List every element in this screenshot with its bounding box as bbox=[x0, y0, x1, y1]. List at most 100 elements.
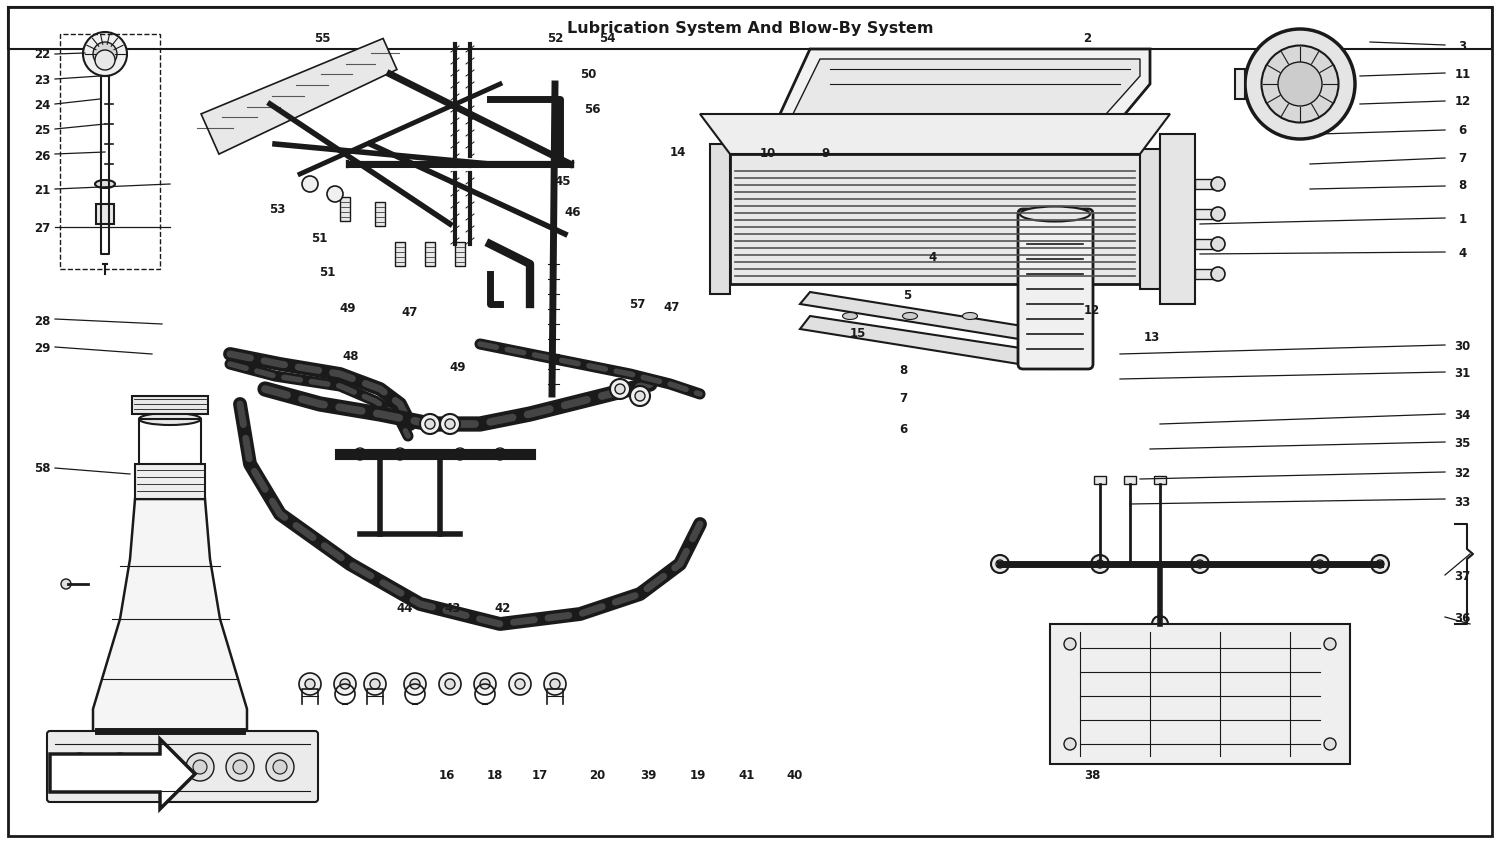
Text: 32: 32 bbox=[1455, 466, 1470, 479]
Text: 56: 56 bbox=[584, 103, 600, 116]
Polygon shape bbox=[800, 293, 1060, 344]
Text: 26: 26 bbox=[34, 149, 50, 163]
Circle shape bbox=[996, 560, 1004, 568]
Text: 18: 18 bbox=[488, 768, 502, 782]
Bar bbox=[375, 203, 386, 227]
Circle shape bbox=[1376, 560, 1384, 568]
Bar bbox=[1196, 270, 1215, 279]
Text: 7: 7 bbox=[1458, 152, 1467, 165]
Circle shape bbox=[62, 579, 70, 589]
Text: 35: 35 bbox=[1455, 436, 1470, 450]
Text: 12: 12 bbox=[1455, 95, 1470, 108]
Bar bbox=[340, 197, 350, 222]
Circle shape bbox=[327, 187, 344, 203]
Text: 38: 38 bbox=[1084, 768, 1100, 782]
Circle shape bbox=[354, 448, 366, 461]
Circle shape bbox=[1210, 238, 1225, 252]
Text: 44: 44 bbox=[396, 601, 414, 614]
Text: 23: 23 bbox=[34, 73, 50, 87]
Text: 15: 15 bbox=[850, 327, 865, 340]
Circle shape bbox=[420, 414, 440, 435]
Circle shape bbox=[1152, 616, 1168, 632]
Text: 10: 10 bbox=[760, 147, 776, 160]
Bar bbox=[394, 243, 405, 267]
Circle shape bbox=[232, 760, 248, 774]
Bar bbox=[8, 8, 1492, 50]
Text: 6: 6 bbox=[1458, 124, 1467, 138]
Bar bbox=[730, 154, 1140, 284]
Circle shape bbox=[82, 33, 128, 77]
Circle shape bbox=[298, 674, 321, 695]
Polygon shape bbox=[792, 60, 1140, 180]
Text: 54: 54 bbox=[598, 31, 615, 45]
Bar bbox=[60, 35, 160, 270]
Bar bbox=[135, 464, 206, 500]
Text: 49: 49 bbox=[450, 360, 465, 374]
Text: 7: 7 bbox=[898, 392, 908, 405]
Bar bbox=[1234, 70, 1245, 100]
Circle shape bbox=[610, 380, 630, 399]
Polygon shape bbox=[700, 115, 1170, 154]
Bar bbox=[1140, 150, 1160, 289]
Circle shape bbox=[302, 176, 318, 192]
Circle shape bbox=[474, 674, 496, 695]
Bar bbox=[454, 243, 465, 267]
Circle shape bbox=[544, 674, 566, 695]
Text: 28: 28 bbox=[34, 314, 50, 327]
Circle shape bbox=[334, 674, 356, 695]
Text: 37: 37 bbox=[1455, 569, 1470, 582]
Text: 47: 47 bbox=[664, 300, 680, 314]
Text: 9: 9 bbox=[821, 147, 830, 160]
Text: 21: 21 bbox=[34, 183, 50, 197]
Text: 8: 8 bbox=[898, 363, 908, 376]
Text: 50: 50 bbox=[580, 68, 596, 81]
Circle shape bbox=[1371, 555, 1389, 573]
Text: 31: 31 bbox=[1455, 366, 1470, 380]
Text: 1: 1 bbox=[1458, 213, 1467, 226]
Text: 27: 27 bbox=[34, 221, 50, 235]
Text: 57: 57 bbox=[630, 297, 645, 311]
Text: 11: 11 bbox=[1455, 68, 1470, 81]
Circle shape bbox=[1324, 738, 1336, 750]
Text: 25: 25 bbox=[34, 124, 50, 138]
Circle shape bbox=[146, 753, 174, 781]
Ellipse shape bbox=[963, 313, 978, 320]
Text: 8: 8 bbox=[1458, 179, 1467, 192]
Circle shape bbox=[273, 760, 286, 774]
Text: 45: 45 bbox=[554, 175, 570, 188]
Text: 51: 51 bbox=[320, 265, 334, 279]
Ellipse shape bbox=[140, 414, 201, 425]
Circle shape bbox=[1090, 555, 1108, 573]
Text: 41: 41 bbox=[740, 768, 754, 782]
Circle shape bbox=[480, 679, 490, 690]
Circle shape bbox=[1245, 30, 1354, 140]
Ellipse shape bbox=[843, 313, 858, 320]
Text: 43: 43 bbox=[446, 601, 460, 614]
Circle shape bbox=[1311, 555, 1329, 573]
Circle shape bbox=[394, 448, 406, 461]
Circle shape bbox=[1210, 268, 1225, 282]
Text: 29: 29 bbox=[34, 341, 50, 354]
Circle shape bbox=[94, 51, 116, 71]
Polygon shape bbox=[800, 316, 1060, 370]
Circle shape bbox=[153, 760, 166, 774]
Circle shape bbox=[992, 555, 1010, 573]
Text: 55: 55 bbox=[315, 31, 332, 45]
Circle shape bbox=[74, 760, 87, 774]
Circle shape bbox=[446, 679, 454, 690]
Bar bbox=[1094, 476, 1106, 484]
Circle shape bbox=[410, 679, 420, 690]
Text: 13: 13 bbox=[1144, 331, 1160, 344]
Polygon shape bbox=[93, 500, 248, 739]
Text: 24: 24 bbox=[34, 99, 50, 112]
Text: 14: 14 bbox=[670, 145, 686, 159]
Bar bbox=[1196, 180, 1215, 190]
Text: 4: 4 bbox=[928, 251, 938, 264]
Circle shape bbox=[1278, 63, 1322, 107]
Circle shape bbox=[1196, 560, 1204, 568]
Circle shape bbox=[440, 414, 460, 435]
Text: 46: 46 bbox=[564, 206, 580, 219]
Text: Lubrication System And Blow-By System: Lubrication System And Blow-By System bbox=[567, 21, 933, 36]
Bar bbox=[424, 243, 435, 267]
Circle shape bbox=[1096, 560, 1104, 568]
